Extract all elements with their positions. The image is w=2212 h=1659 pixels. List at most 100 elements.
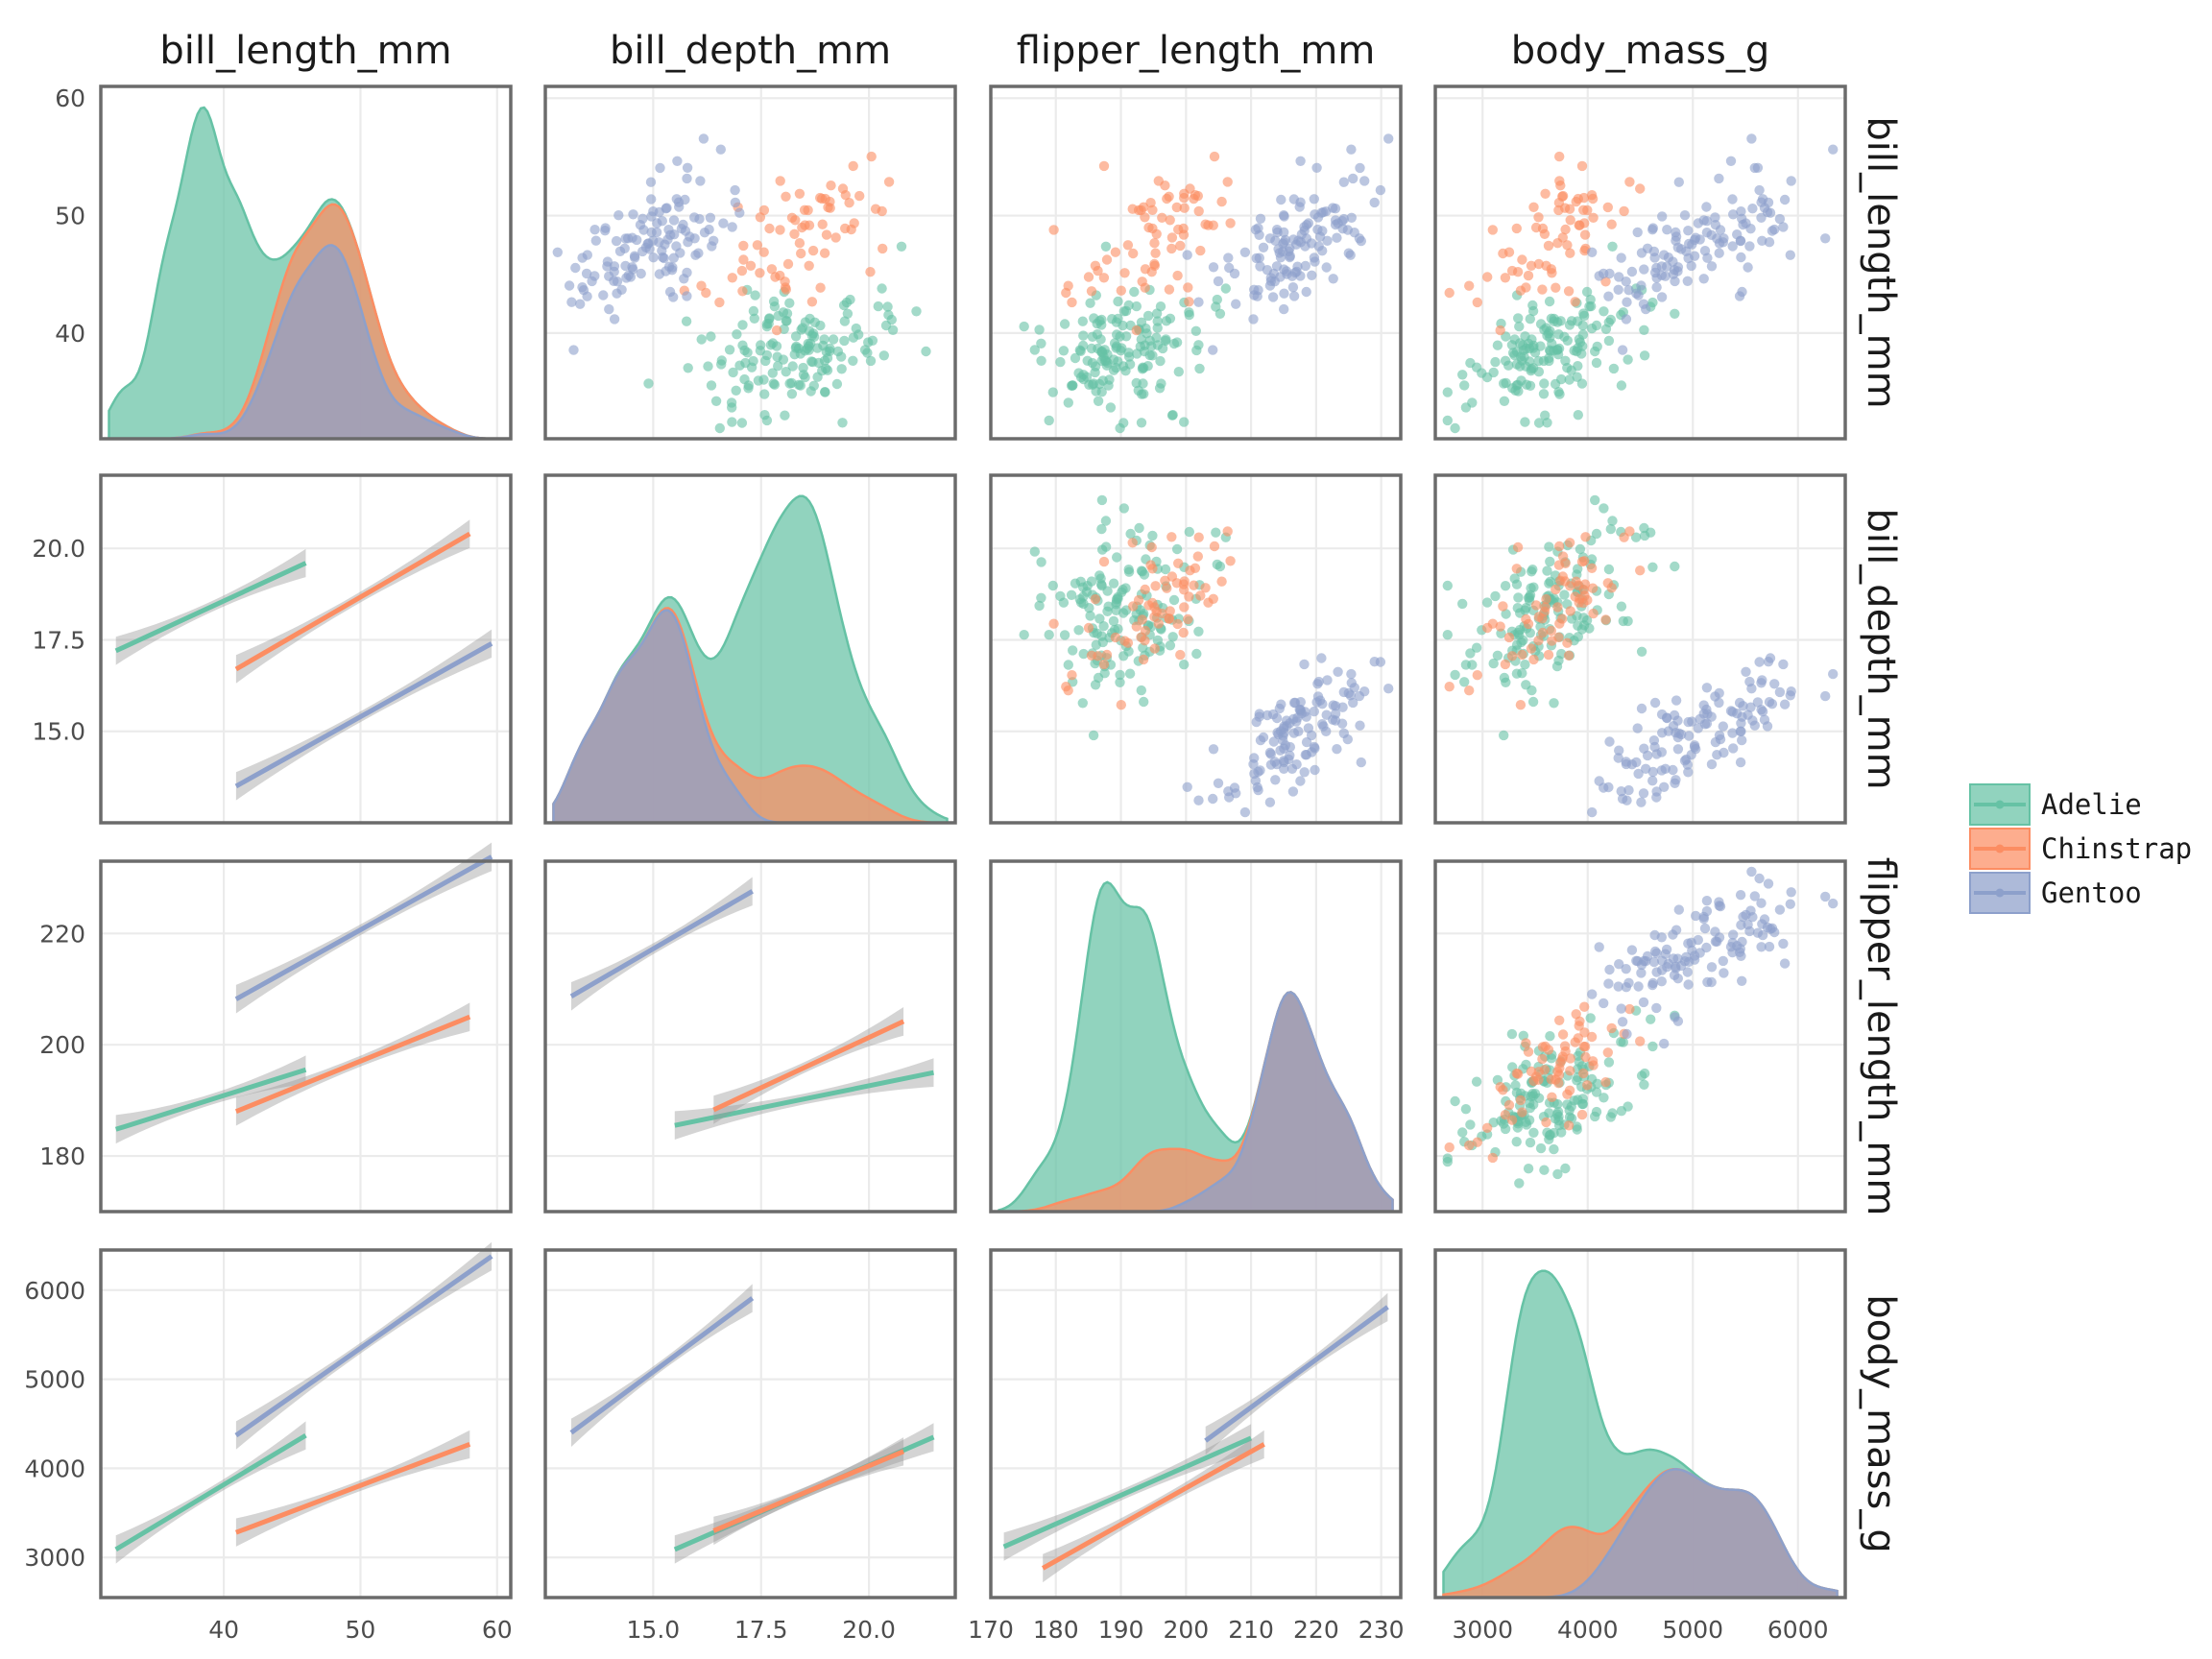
point-adelie: [1559, 589, 1570, 600]
point-gentoo: [604, 303, 614, 315]
point-adelie: [791, 341, 802, 352]
point-gentoo: [1271, 225, 1283, 235]
point-gentoo: [1679, 956, 1691, 967]
point-adelie: [731, 385, 741, 396]
density-body_mass_g: [1442, 1269, 1839, 1599]
legend-item-gentoo: Gentoo: [1969, 872, 2142, 914]
point-gentoo: [1744, 241, 1755, 252]
point-adelie: [789, 349, 800, 360]
point-adelie: [1104, 374, 1115, 385]
point-chinstrap: [1579, 1042, 1591, 1052]
point-gentoo: [1383, 684, 1394, 694]
point-gentoo: [1208, 744, 1219, 755]
point-gentoo: [1706, 758, 1718, 770]
point-adelie: [1179, 417, 1190, 427]
point-adelie: [806, 356, 817, 367]
panel-border: [1433, 1248, 1847, 1599]
point-chinstrap: [1557, 1029, 1569, 1040]
point-gentoo: [1286, 763, 1298, 774]
point-adelie: [1029, 345, 1041, 355]
point-gentoo: [1338, 177, 1350, 187]
point-gentoo: [663, 225, 674, 235]
point-chinstrap: [1570, 591, 1580, 602]
point-chinstrap: [819, 248, 830, 258]
point-gentoo: [1288, 291, 1300, 301]
point-adelie: [1142, 310, 1154, 322]
point-chinstrap: [1537, 627, 1549, 638]
point-gentoo: [1679, 210, 1691, 221]
point-chinstrap: [1511, 564, 1523, 574]
fit-line-chinstrap: [712, 1449, 905, 1533]
point-gentoo: [1594, 776, 1604, 786]
point-adelie: [1036, 557, 1046, 567]
point-adelie: [820, 387, 830, 397]
point-gentoo: [1307, 270, 1317, 280]
point-chinstrap: [844, 198, 854, 208]
point-adelie: [1512, 603, 1524, 613]
point-gentoo: [1763, 657, 1774, 667]
point-chinstrap: [883, 177, 895, 187]
point-gentoo: [1672, 242, 1684, 252]
point-gentoo: [1321, 262, 1332, 273]
point-adelie: [1059, 630, 1070, 640]
point-adelie: [1184, 526, 1195, 538]
point-adelie: [1603, 564, 1615, 575]
point-gentoo: [620, 260, 631, 272]
point-gentoo: [1671, 695, 1682, 706]
point-adelie: [767, 338, 779, 349]
point-gentoo: [1706, 962, 1718, 973]
point-gentoo: [1683, 226, 1694, 236]
point-gentoo: [695, 176, 706, 186]
point-chinstrap: [1149, 602, 1160, 613]
point-chinstrap: [1562, 240, 1573, 251]
point-adelie: [1544, 296, 1555, 307]
point-chinstrap: [1498, 601, 1508, 612]
point-adelie: [1573, 361, 1583, 372]
point-adelie: [1520, 660, 1530, 670]
point-chinstrap: [796, 248, 806, 259]
point-adelie: [1539, 378, 1550, 389]
point-adelie: [1036, 338, 1046, 349]
point-chinstrap: [1222, 177, 1233, 187]
point-adelie: [1151, 308, 1163, 319]
point-adelie: [706, 380, 717, 391]
point-gentoo: [1714, 248, 1724, 258]
point-chinstrap: [1557, 191, 1568, 202]
point-chinstrap: [1098, 556, 1110, 567]
point-gentoo: [1749, 891, 1761, 902]
y-tick-label: 3000: [24, 1544, 85, 1572]
point-gentoo: [1714, 173, 1724, 184]
point-adelie: [1590, 494, 1600, 506]
scatter-bill_depth_mm-vs-body_mass_g: [1442, 494, 1839, 818]
point-adelie: [1670, 561, 1680, 572]
point-adelie: [1047, 580, 1059, 591]
point-adelie: [1460, 402, 1472, 413]
point-chinstrap: [1127, 538, 1138, 548]
point-chinstrap: [794, 238, 805, 249]
x-tick-label: 180: [1033, 1616, 1079, 1644]
y-tick-label: 180: [39, 1142, 85, 1170]
point-adelie: [1575, 543, 1586, 555]
x-tick-label: 230: [1358, 1616, 1405, 1644]
panel-bill_depth_mm-vs-bill_length_mm: [101, 475, 511, 823]
point-adelie: [1521, 1119, 1532, 1130]
point-gentoo: [1778, 222, 1789, 232]
point-gentoo: [1312, 212, 1324, 223]
point-adelie: [1160, 335, 1171, 347]
point-gentoo: [1616, 1003, 1626, 1014]
point-chinstrap: [1578, 1068, 1589, 1079]
point-adelie: [1113, 356, 1123, 367]
point-chinstrap: [1563, 650, 1575, 661]
point-adelie: [706, 331, 716, 342]
point-chinstrap: [1543, 240, 1554, 252]
fit-line-chinstrap: [234, 1014, 471, 1115]
point-adelie: [1527, 566, 1537, 577]
point-gentoo: [1743, 919, 1753, 930]
y-tick-label: 20.0: [32, 535, 85, 563]
point-chinstrap: [1200, 219, 1211, 229]
panel-background: [1435, 86, 1845, 439]
point-gentoo: [1706, 261, 1718, 272]
point-chinstrap: [1582, 204, 1593, 216]
point-adelie: [1108, 615, 1119, 627]
point-gentoo: [1659, 781, 1670, 792]
